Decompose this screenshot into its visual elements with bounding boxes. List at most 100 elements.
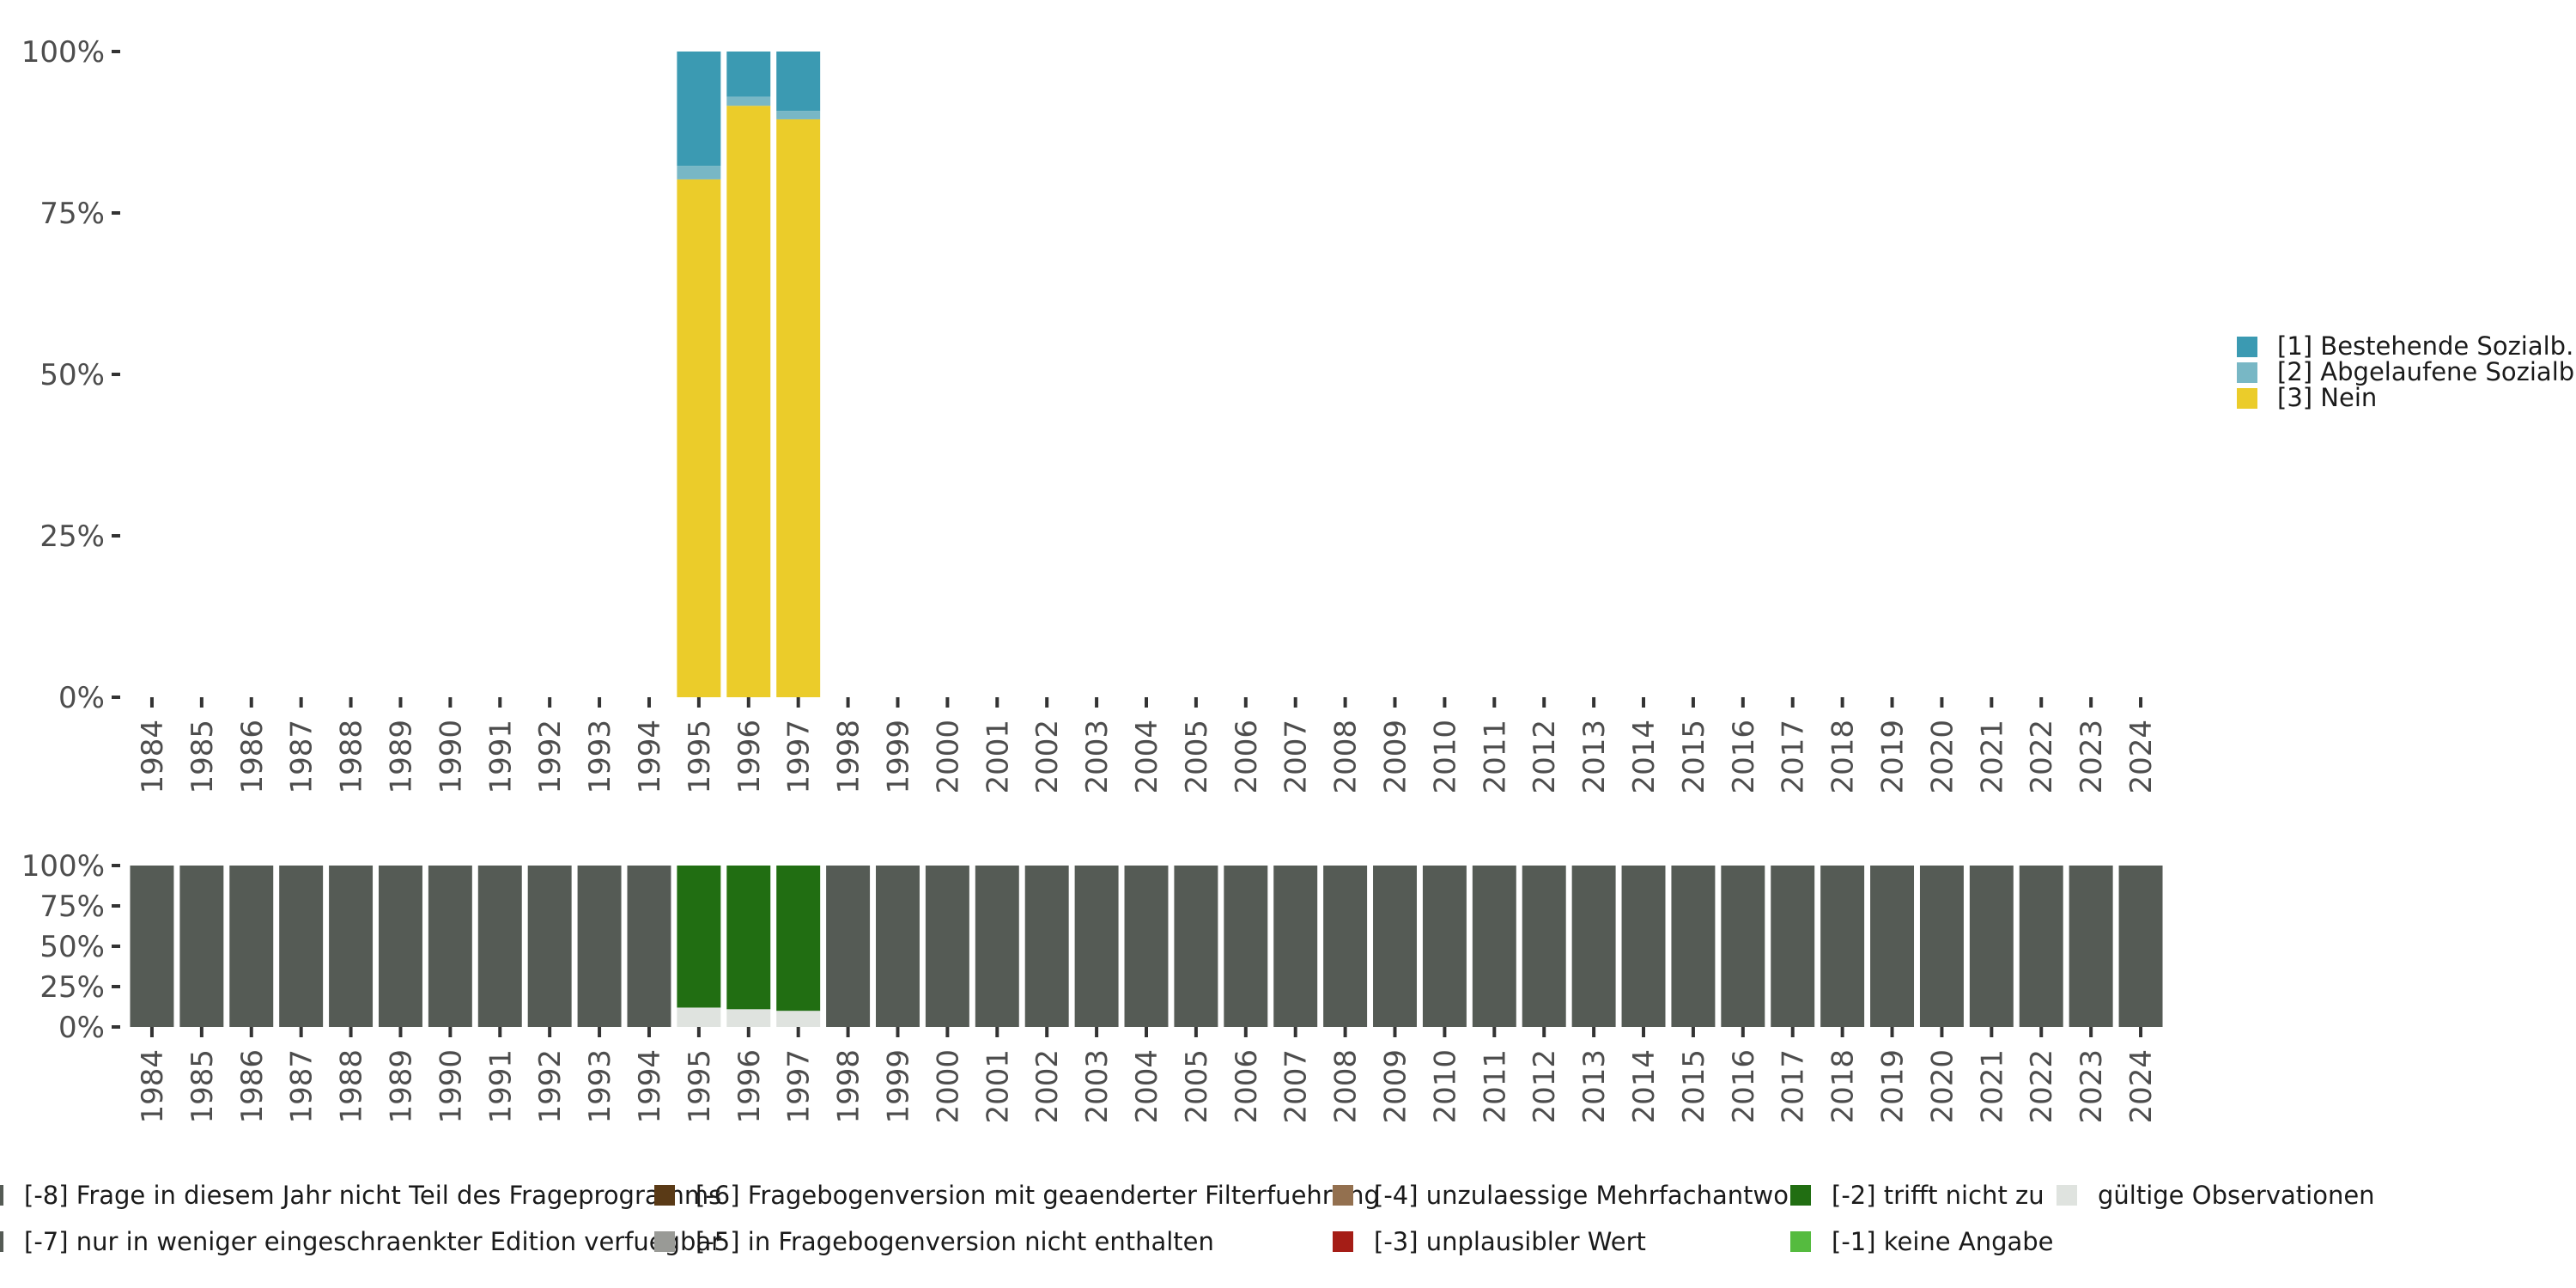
legend-swatch-1-bestehende-sozialb bbox=[2237, 337, 2257, 357]
plot-1-x-tick-label-2023: 2023 bbox=[2075, 720, 2109, 794]
plot-2-bar-1999-8-frage-in-diesem-jahr-nicht-teil-des-frageprogramms bbox=[876, 866, 920, 1027]
plot-2-bar-2017-8-frage-in-diesem-jahr-nicht-teil-des-frageprogramms bbox=[1771, 866, 1815, 1027]
legend-swatch-8-frage-in-diesem-jahr-nicht-teil-des-frageprogramms bbox=[0, 1185, 3, 1206]
legend-label-4-unzulaessige-mehrfachantwort: [-4] unzulaessige Mehrfachantwort bbox=[1374, 1181, 1808, 1210]
plot-2-x-tick-label-1990: 1990 bbox=[434, 1049, 468, 1124]
legend-label-5-in-fragebogenversion-nicht-enthalten: [-5] in Fragebogenversion nicht enthalte… bbox=[696, 1227, 1214, 1256]
plot-2-x-tick-label-1992: 1992 bbox=[533, 1049, 568, 1124]
plot-2-bar-2004-8-frage-in-diesem-jahr-nicht-teil-des-frageprogramms bbox=[1124, 866, 1169, 1027]
plot-2-x-tick-label-1996: 1996 bbox=[732, 1049, 767, 1124]
plot-2-x-tick-label-2012: 2012 bbox=[1528, 1049, 1562, 1124]
plot-2-x-tick-label-2000: 2000 bbox=[931, 1049, 965, 1124]
plot-2-bar-2008-8-frage-in-diesem-jahr-nicht-teil-des-frageprogramms bbox=[1323, 866, 1368, 1027]
plot-2-bar-2013-8-frage-in-diesem-jahr-nicht-teil-des-frageprogramms bbox=[1571, 866, 1616, 1027]
plot-2-bar-1990-8-frage-in-diesem-jahr-nicht-teil-des-frageprogramms bbox=[428, 866, 472, 1027]
plot-2-x-tick-label-1995: 1995 bbox=[683, 1049, 717, 1124]
legend-label-2-trifft-nicht-zu: [-2] trifft nicht zu bbox=[1832, 1181, 2044, 1210]
plot-1-x-tick-label-2000: 2000 bbox=[931, 720, 965, 794]
legend-label-3-unplausibler-wert: [-3] unplausibler Wert bbox=[1374, 1227, 1646, 1256]
plot-2-x-tick-label-2001: 2001 bbox=[981, 1049, 1015, 1124]
legend-label-7-nur-in-weniger-eingeschraenkter-edition-verfuegbar: [-7] nur in weniger eingeschraenkter Edi… bbox=[24, 1227, 721, 1256]
plot-1-y-tick-label: 75% bbox=[39, 197, 105, 231]
plot-2-x-tick-label-1987: 1987 bbox=[285, 1049, 319, 1124]
plot-2-x-tick-label-2005: 2005 bbox=[1180, 1049, 1214, 1124]
plot-1-bar-1995-3-nein bbox=[677, 179, 721, 697]
plot-1-y-tick-label: 0% bbox=[58, 681, 105, 715]
plot-2-bar-2002-8-frage-in-diesem-jahr-nicht-teil-des-frageprogramms bbox=[1024, 866, 1069, 1027]
plot-2-bar-2010-8-frage-in-diesem-jahr-nicht-teil-des-frageprogramms bbox=[1422, 866, 1467, 1027]
plot-1-x-tick-label-2017: 2017 bbox=[1777, 720, 1811, 794]
plot-1-y-tick-label: 25% bbox=[39, 519, 105, 554]
legend-swatch-6-fragebogenversion-mit-geaenderter-filterfuehrung bbox=[654, 1185, 675, 1206]
plot-2-y-tick-label: 25% bbox=[39, 970, 105, 1005]
plot-1-x-tick-label-2012: 2012 bbox=[1528, 720, 1562, 794]
plot-2-y-tick-label: 100% bbox=[21, 849, 105, 884]
plot-2-bar-2016-8-frage-in-diesem-jahr-nicht-teil-des-frageprogramms bbox=[1721, 866, 1765, 1027]
plot-2-x-tick-label-1985: 1985 bbox=[185, 1049, 220, 1124]
plot-2-bar-1985-8-frage-in-diesem-jahr-nicht-teil-des-frageprogramms bbox=[179, 866, 224, 1027]
plot-1-x-tick-label-2010: 2010 bbox=[1428, 720, 1462, 794]
legend-label-6-fragebogenversion-mit-geaenderter-filterfuehrung: [-6] Fragebogenversion mit geaenderter F… bbox=[696, 1181, 1380, 1210]
plot-2-x-tick-label-1984: 1984 bbox=[136, 1049, 170, 1124]
legend-label-g-ltige-observationen: gültige Observationen bbox=[2098, 1181, 2375, 1210]
plot-1-x-tick-label-1992: 1992 bbox=[533, 720, 568, 794]
plot-1-x-tick-label-2004: 2004 bbox=[1130, 720, 1164, 794]
plot-2-x-tick-label-2023: 2023 bbox=[2075, 1049, 2109, 1124]
plot-2-bar-2020-8-frage-in-diesem-jahr-nicht-teil-des-frageprogramms bbox=[1919, 866, 1964, 1027]
plot-2-x-tick-label-1988: 1988 bbox=[335, 1049, 369, 1124]
plot-1-x-tick-label-1984: 1984 bbox=[136, 720, 170, 794]
plot-1-x-tick-label-2018: 2018 bbox=[1826, 720, 1861, 794]
plot-2-bar-2012-8-frage-in-diesem-jahr-nicht-teil-des-frageprogramms bbox=[1522, 866, 1566, 1027]
plot-2-x-tick-label-1993: 1993 bbox=[583, 1049, 617, 1124]
legend-swatch-g-ltige-observationen bbox=[2057, 1185, 2077, 1206]
plot-2-x-tick-label-1991: 1991 bbox=[483, 1049, 518, 1124]
plot-1-y-tick-label: 50% bbox=[39, 358, 105, 392]
plot-1-x-tick-label-1986: 1986 bbox=[235, 720, 270, 794]
plot-2-bar-1996-2-trifft-nicht-zu bbox=[726, 866, 771, 1010]
legend-label-8-frage-in-diesem-jahr-nicht-teil-des-frageprogramms: [-8] Frage in diesem Jahr nicht Teil des… bbox=[24, 1181, 721, 1210]
plot-1-x-tick-label-1985: 1985 bbox=[185, 720, 220, 794]
plot-1-x-tick-label-2024: 2024 bbox=[2124, 720, 2159, 794]
legend-label-1-bestehende-sozialb: [1] Bestehende Sozialb. bbox=[2277, 331, 2573, 361]
plot-2-x-tick-label-2011: 2011 bbox=[1478, 1049, 1512, 1124]
plot-2-x-tick-label-1994: 1994 bbox=[633, 1049, 667, 1124]
plot-1-x-tick-label-2007: 2007 bbox=[1279, 720, 1314, 794]
plot-2-x-tick-label-2010: 2010 bbox=[1428, 1049, 1462, 1124]
plot-2-bar-2018-8-frage-in-diesem-jahr-nicht-teil-des-frageprogramms bbox=[1820, 866, 1865, 1027]
plot-2-x-tick-label-2007: 2007 bbox=[1279, 1049, 1314, 1124]
plot-1-x-tick-label-1999: 1999 bbox=[881, 720, 915, 794]
legend-swatch-2-abgelaufene-sozialb bbox=[2237, 362, 2257, 383]
plot-2-bar-2022-8-frage-in-diesem-jahr-nicht-teil-des-frageprogramms bbox=[2019, 866, 2063, 1027]
plot-2-x-tick-label-1986: 1986 bbox=[235, 1049, 270, 1124]
plot-1-bars bbox=[677, 52, 821, 698]
legend-swatch-7-nur-in-weniger-eingeschraenkter-edition-verfuegbar bbox=[0, 1231, 3, 1252]
plot-2-x-tick-label-2008: 2008 bbox=[1329, 1049, 1364, 1124]
plot-1-x-tick-label-2016: 2016 bbox=[1727, 720, 1761, 794]
plot-2-bar-1997-g-ltige-observationen bbox=[776, 1011, 821, 1027]
plot-1-x-tick-label-2013: 2013 bbox=[1577, 720, 1612, 794]
legend-swatch-3-nein bbox=[2237, 388, 2257, 409]
plot-2-bar-1994-8-frage-in-diesem-jahr-nicht-teil-des-frageprogramms bbox=[627, 866, 671, 1027]
plot-1-x-tick-label-2008: 2008 bbox=[1329, 720, 1364, 794]
legend-label-3-nein: [3] Nein bbox=[2277, 383, 2377, 412]
plot-2-bar-2015-8-frage-in-diesem-jahr-nicht-teil-des-frageprogramms bbox=[1671, 866, 1716, 1027]
plot-2-x-tick-label-2003: 2003 bbox=[1080, 1049, 1115, 1124]
plot-2-bar-1989-8-frage-in-diesem-jahr-nicht-teil-des-frageprogramms bbox=[378, 866, 422, 1027]
plot-2-bar-1991-8-frage-in-diesem-jahr-nicht-teil-des-frageprogramms bbox=[477, 866, 522, 1027]
plot-2-x-tick-label-2006: 2006 bbox=[1230, 1049, 1264, 1124]
plot-1-x-tick-label-1996: 1996 bbox=[732, 720, 767, 794]
plot-1-x-tick-label-1987: 1987 bbox=[285, 720, 319, 794]
plot-1-x-tick-label-2002: 2002 bbox=[1030, 720, 1065, 794]
plot-2-bar-2011-8-frage-in-diesem-jahr-nicht-teil-des-frageprogramms bbox=[1472, 866, 1516, 1027]
plot-1-bar-1996-2-abgelaufene-sozialb bbox=[726, 96, 771, 106]
plot-2-x-tick-label-2021: 2021 bbox=[1975, 1049, 2009, 1124]
plot-2-x-tick-label-2004: 2004 bbox=[1130, 1049, 1164, 1124]
plot-1-x-tick-label-2019: 2019 bbox=[1876, 720, 1911, 794]
plot-1-bar-1995-2-abgelaufene-sozialb bbox=[677, 166, 721, 179]
plot-2-bar-1996-g-ltige-observationen bbox=[726, 1009, 771, 1027]
plot-2-x-tick-label-1989: 1989 bbox=[384, 1049, 418, 1124]
plot-2-bar-1987-8-frage-in-diesem-jahr-nicht-teil-des-frageprogramms bbox=[279, 866, 324, 1027]
plot-1-x-tick-label-1989: 1989 bbox=[384, 720, 418, 794]
legend-swatch-4-unzulaessige-mehrfachantwort bbox=[1333, 1185, 1353, 1206]
